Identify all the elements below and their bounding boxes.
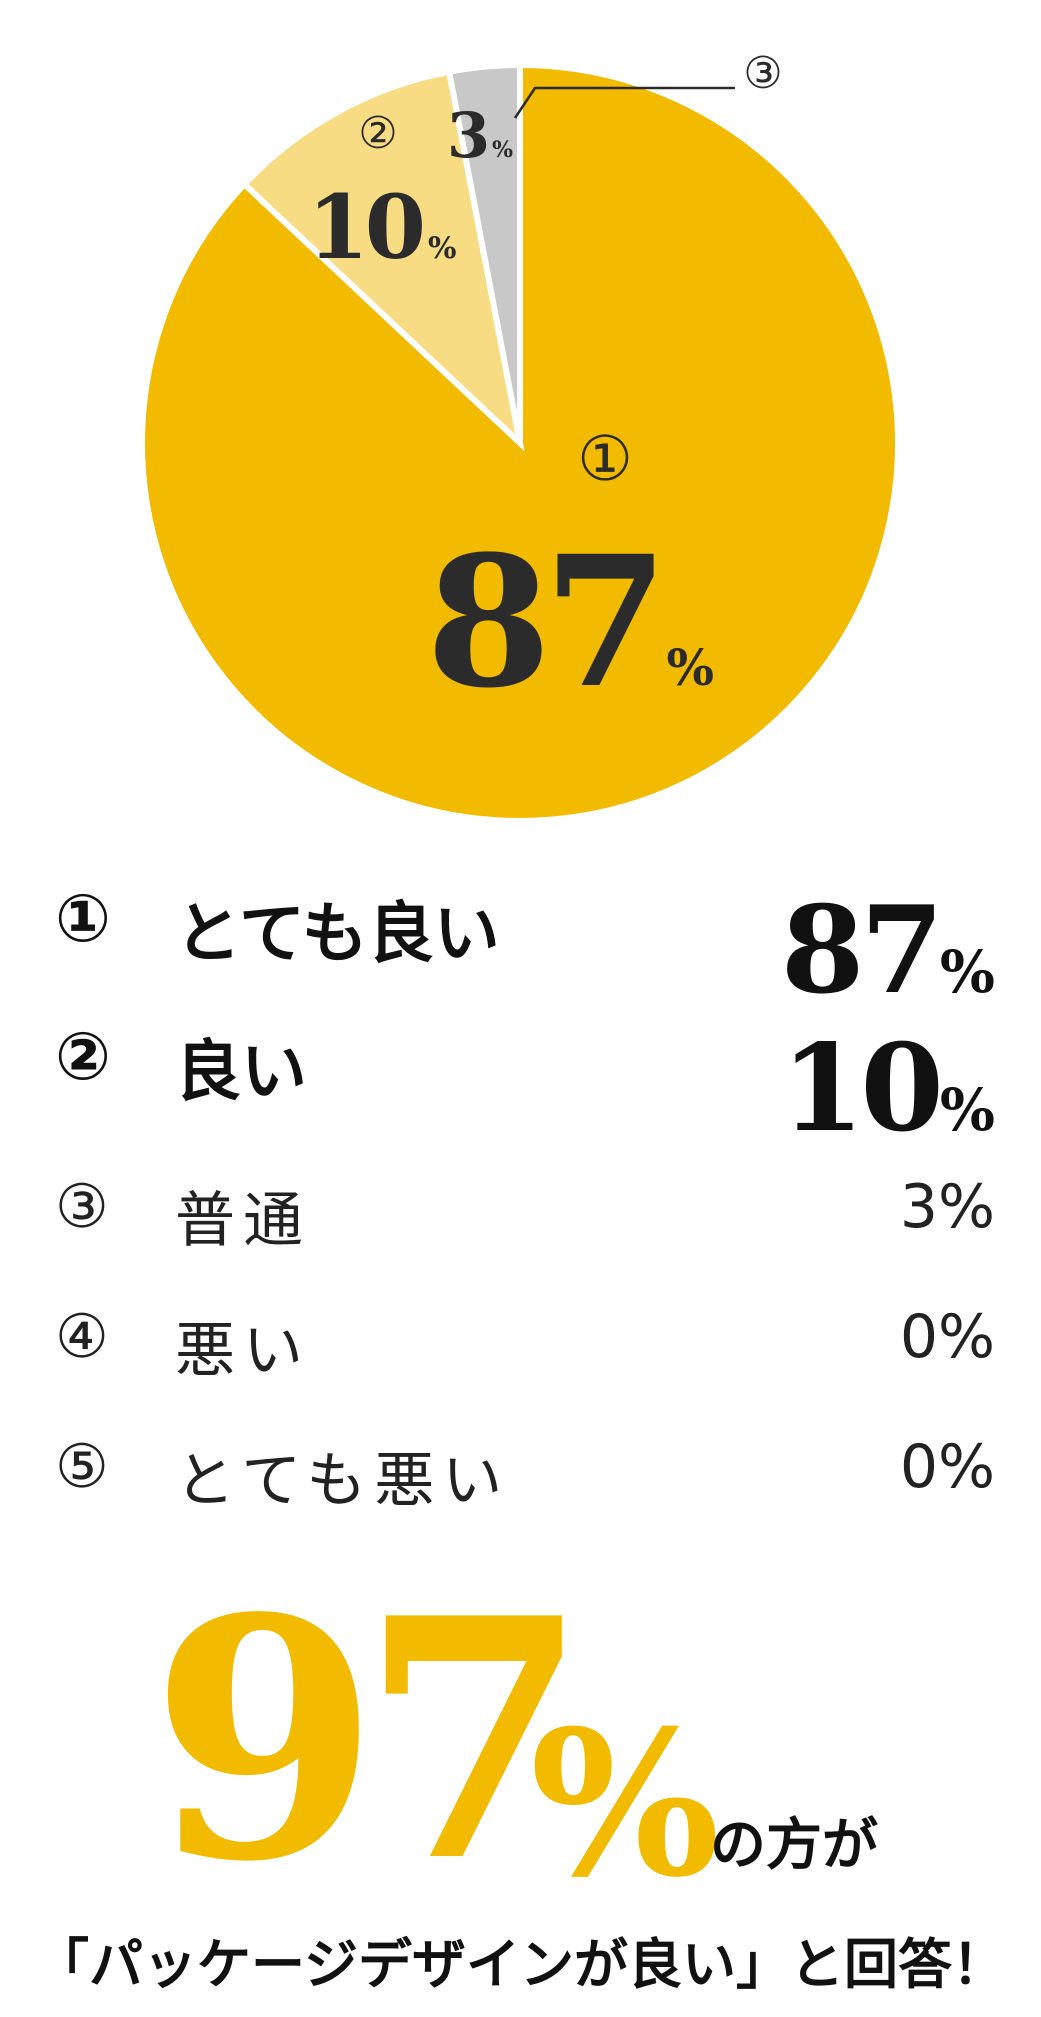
pie-slice-3: [445, 61, 523, 444]
legend-row-3: ③ 普通 3%: [55, 1172, 995, 1282]
legend-value-4: 0%: [899, 1302, 995, 1372]
legend-value-1: 87%: [781, 880, 995, 1021]
headline-answer: 「パッケージデザインが良い」と回答！: [35, 1933, 1006, 1996]
pie-slice-labels: ① 87 % ② 10 % ③ 3%: [308, 48, 783, 728]
legend-label-1: とても良い: [175, 895, 500, 972]
legend-label-5: とても悪い: [175, 1446, 511, 1516]
legend-unit-1: %: [939, 938, 995, 1006]
headline-percent: %: [530, 1687, 721, 1922]
legend-value-2: 10%: [781, 1018, 995, 1159]
headline-suffix: の方が: [710, 1813, 878, 1878]
headline: 97 % の方が: [150, 1560, 1010, 1920]
pie-slice-3-marker: ③: [743, 48, 782, 99]
pie-slice-2-value: 10%: [308, 175, 457, 279]
pie-slice-3-value: 3%: [447, 99, 513, 172]
pie-slice-1-value: 87%: [426, 517, 714, 728]
legend-row-4: ④ 悪い 0%: [55, 1302, 995, 1412]
legend-row-1: ① とても良い 87%: [55, 880, 995, 1021]
legend-label-3: 普通: [175, 1186, 311, 1256]
legend-label-2: 良い: [175, 1033, 307, 1110]
legend-marker-2: ②: [55, 1018, 111, 1095]
legend-label-4: 悪い: [175, 1316, 311, 1386]
legend-row-2: ② 良い 10%: [55, 1018, 995, 1159]
legend-number-1: 87: [780, 880, 944, 1021]
legend-value-3: 3%: [899, 1172, 995, 1242]
legend-marker-3: ③: [55, 1172, 109, 1242]
legend-value-5: 0%: [899, 1432, 995, 1502]
legend-unit-2: %: [939, 1076, 995, 1144]
pie-slice-1-marker: ①: [577, 422, 633, 495]
slice-3-leader-line: [513, 86, 735, 119]
legend-number-2: 10: [780, 1018, 944, 1159]
pie-slice-2-marker: ②: [358, 108, 397, 159]
legend-marker-1: ①: [55, 880, 111, 957]
pie-slices: [139, 61, 901, 824]
headline-number: 97: [150, 1546, 589, 1934]
pie-chart: ① 87 % ② 10 % ③ 3%: [139, 48, 901, 824]
pie-slice-2: [240, 68, 525, 452]
legend-marker-5: ⑤: [55, 1432, 109, 1502]
legend-row-5: ⑤ とても悪い 0%: [55, 1432, 995, 1542]
legend-marker-4: ④: [55, 1302, 109, 1372]
